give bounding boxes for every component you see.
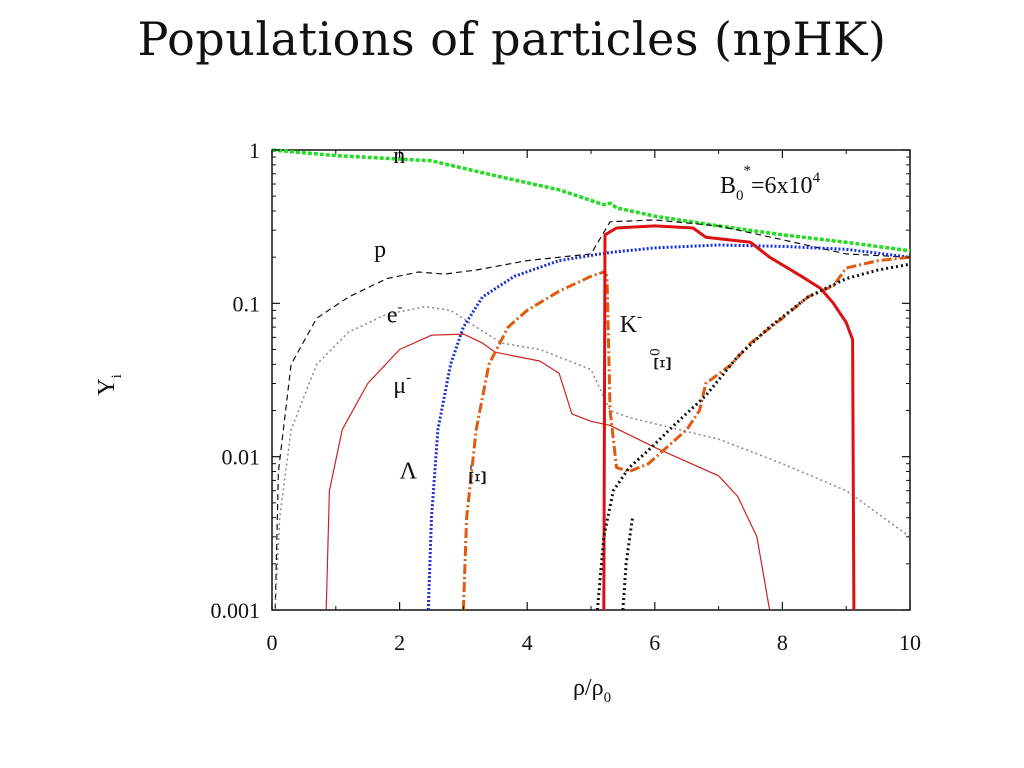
y-axis-label: Yi: [94, 374, 125, 396]
plot-frame: [271, 149, 911, 611]
field-annotation: B0*=6x104: [720, 163, 821, 204]
x-tick-label: 6: [649, 630, 660, 655]
curve-label: p: [374, 237, 386, 263]
series-line-Ξ0: [595, 262, 911, 611]
curve-label: Λ: [400, 459, 418, 485]
y-tick-label: 1: [249, 138, 260, 163]
series-line-e-: [274, 305, 911, 611]
curve-label: Ξ0: [648, 348, 677, 371]
x-tick-label: 0: [267, 630, 278, 655]
x-tick-label: 2: [394, 630, 405, 655]
x-axis-label: ρ/ρ0: [573, 675, 611, 706]
curve-label: e-: [387, 299, 403, 328]
x-tick-label: 8: [777, 630, 788, 655]
x-tick-label: 4: [522, 630, 533, 655]
y-tick-label: 0.1: [233, 291, 261, 316]
y-tick-label: 0.01: [222, 445, 261, 470]
slide-title: Populations of particles (npHK): [137, 12, 887, 66]
curve-label: μ-: [393, 370, 411, 399]
series-line-n: [271, 148, 911, 253]
x-tick-label: 10: [899, 630, 921, 655]
series-line-unlabeled: [621, 517, 634, 611]
curves-group: [271, 148, 911, 611]
series-line-Ξ-: [461, 255, 911, 611]
curve-label: Ξ-: [463, 465, 492, 485]
series-line-K-: [602, 224, 856, 611]
curve-labels-group: n p e-μ- Λ K- Ξ- Ξ0: [374, 143, 677, 485]
series-line-Λ: [426, 243, 911, 611]
series-line-μ-: [325, 333, 771, 611]
curve-label: K-: [620, 309, 642, 338]
series-line-p: [274, 219, 911, 611]
curve-label: n: [393, 143, 405, 169]
ticks-group: 0 2 4 6 8 10 0.001 0.01 0.1 1: [211, 138, 922, 655]
y-tick-label: 0.001: [211, 598, 261, 623]
